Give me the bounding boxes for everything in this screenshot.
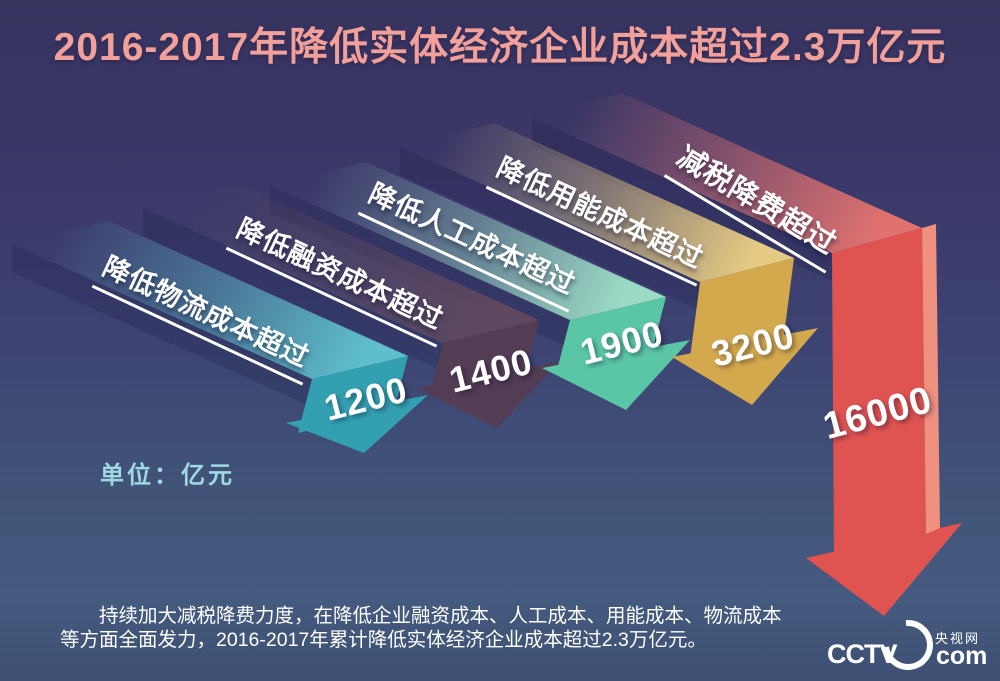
cctv-logo-text: CCTV — [827, 639, 897, 669]
ribbon-financing-arrowhead — [417, 362, 559, 428]
ribbon-financing-arrow — [417, 320, 559, 428]
ribbon-energy-band — [400, 123, 794, 282]
ribbon-tax-fee-arrow-shaft — [832, 228, 926, 554]
page-title: 2016-2017年降低实体经济企业成本超过2.3万亿元 — [53, 26, 947, 69]
ribbon-logistics-arrowhead — [286, 395, 428, 453]
footnote: 持续加大减税降费力度，在降低企业融资成本、人工成本、用能成本、物流成本 等方面全… — [60, 604, 850, 652]
ribbon-labor-band — [270, 162, 666, 320]
ribbon-logistics-shadow — [12, 244, 312, 407]
ribbon-tax-fee-band — [532, 93, 922, 253]
ribbon-energy-shadow — [400, 147, 700, 310]
ribbon-energy-arrow — [672, 258, 818, 405]
ribbon-energy-arrow-shaft — [690, 258, 794, 358]
ribbon-financing-band — [143, 185, 539, 343]
ribbon-tax-fee-arrow-side-face — [922, 224, 940, 534]
ribbon-tax-fee-shadow — [532, 118, 832, 281]
ribbon-financing-arrow-shaft — [429, 320, 539, 397]
ribbon-tax-fee-arrow — [806, 228, 962, 616]
ribbon-labor-arrow — [542, 297, 690, 410]
cctv-logo: CCTV 央视网 com — [823, 609, 1000, 681]
cctv-cn-name: 央视网 — [935, 631, 981, 646]
ribbon-financing-shadow — [143, 208, 443, 371]
footnote-line-1: 持续加大减税降费力度，在降低企业融资成本、人工成本、用能成本、物流成本 — [99, 605, 782, 627]
cctv-com-text: com — [936, 642, 988, 670]
ribbon-logistics-arrow — [286, 356, 428, 453]
ribbon-tax-fee-arrowhead — [806, 523, 962, 616]
ribbon-logistics-band — [12, 221, 408, 379]
ribbon-labor-arrowhead — [542, 340, 690, 410]
ribbon-energy-arrowhead — [672, 328, 818, 405]
unit-label: 单位：亿元 — [100, 462, 235, 489]
footnote-line-2: 等方面全面发力，2016-2017年累计降低实体经济企业成本超过2.3万亿元。 — [60, 629, 707, 651]
ribbon-labor-arrow-shaft — [556, 297, 666, 374]
ribbon-logistics-arrow-shaft — [298, 356, 408, 433]
